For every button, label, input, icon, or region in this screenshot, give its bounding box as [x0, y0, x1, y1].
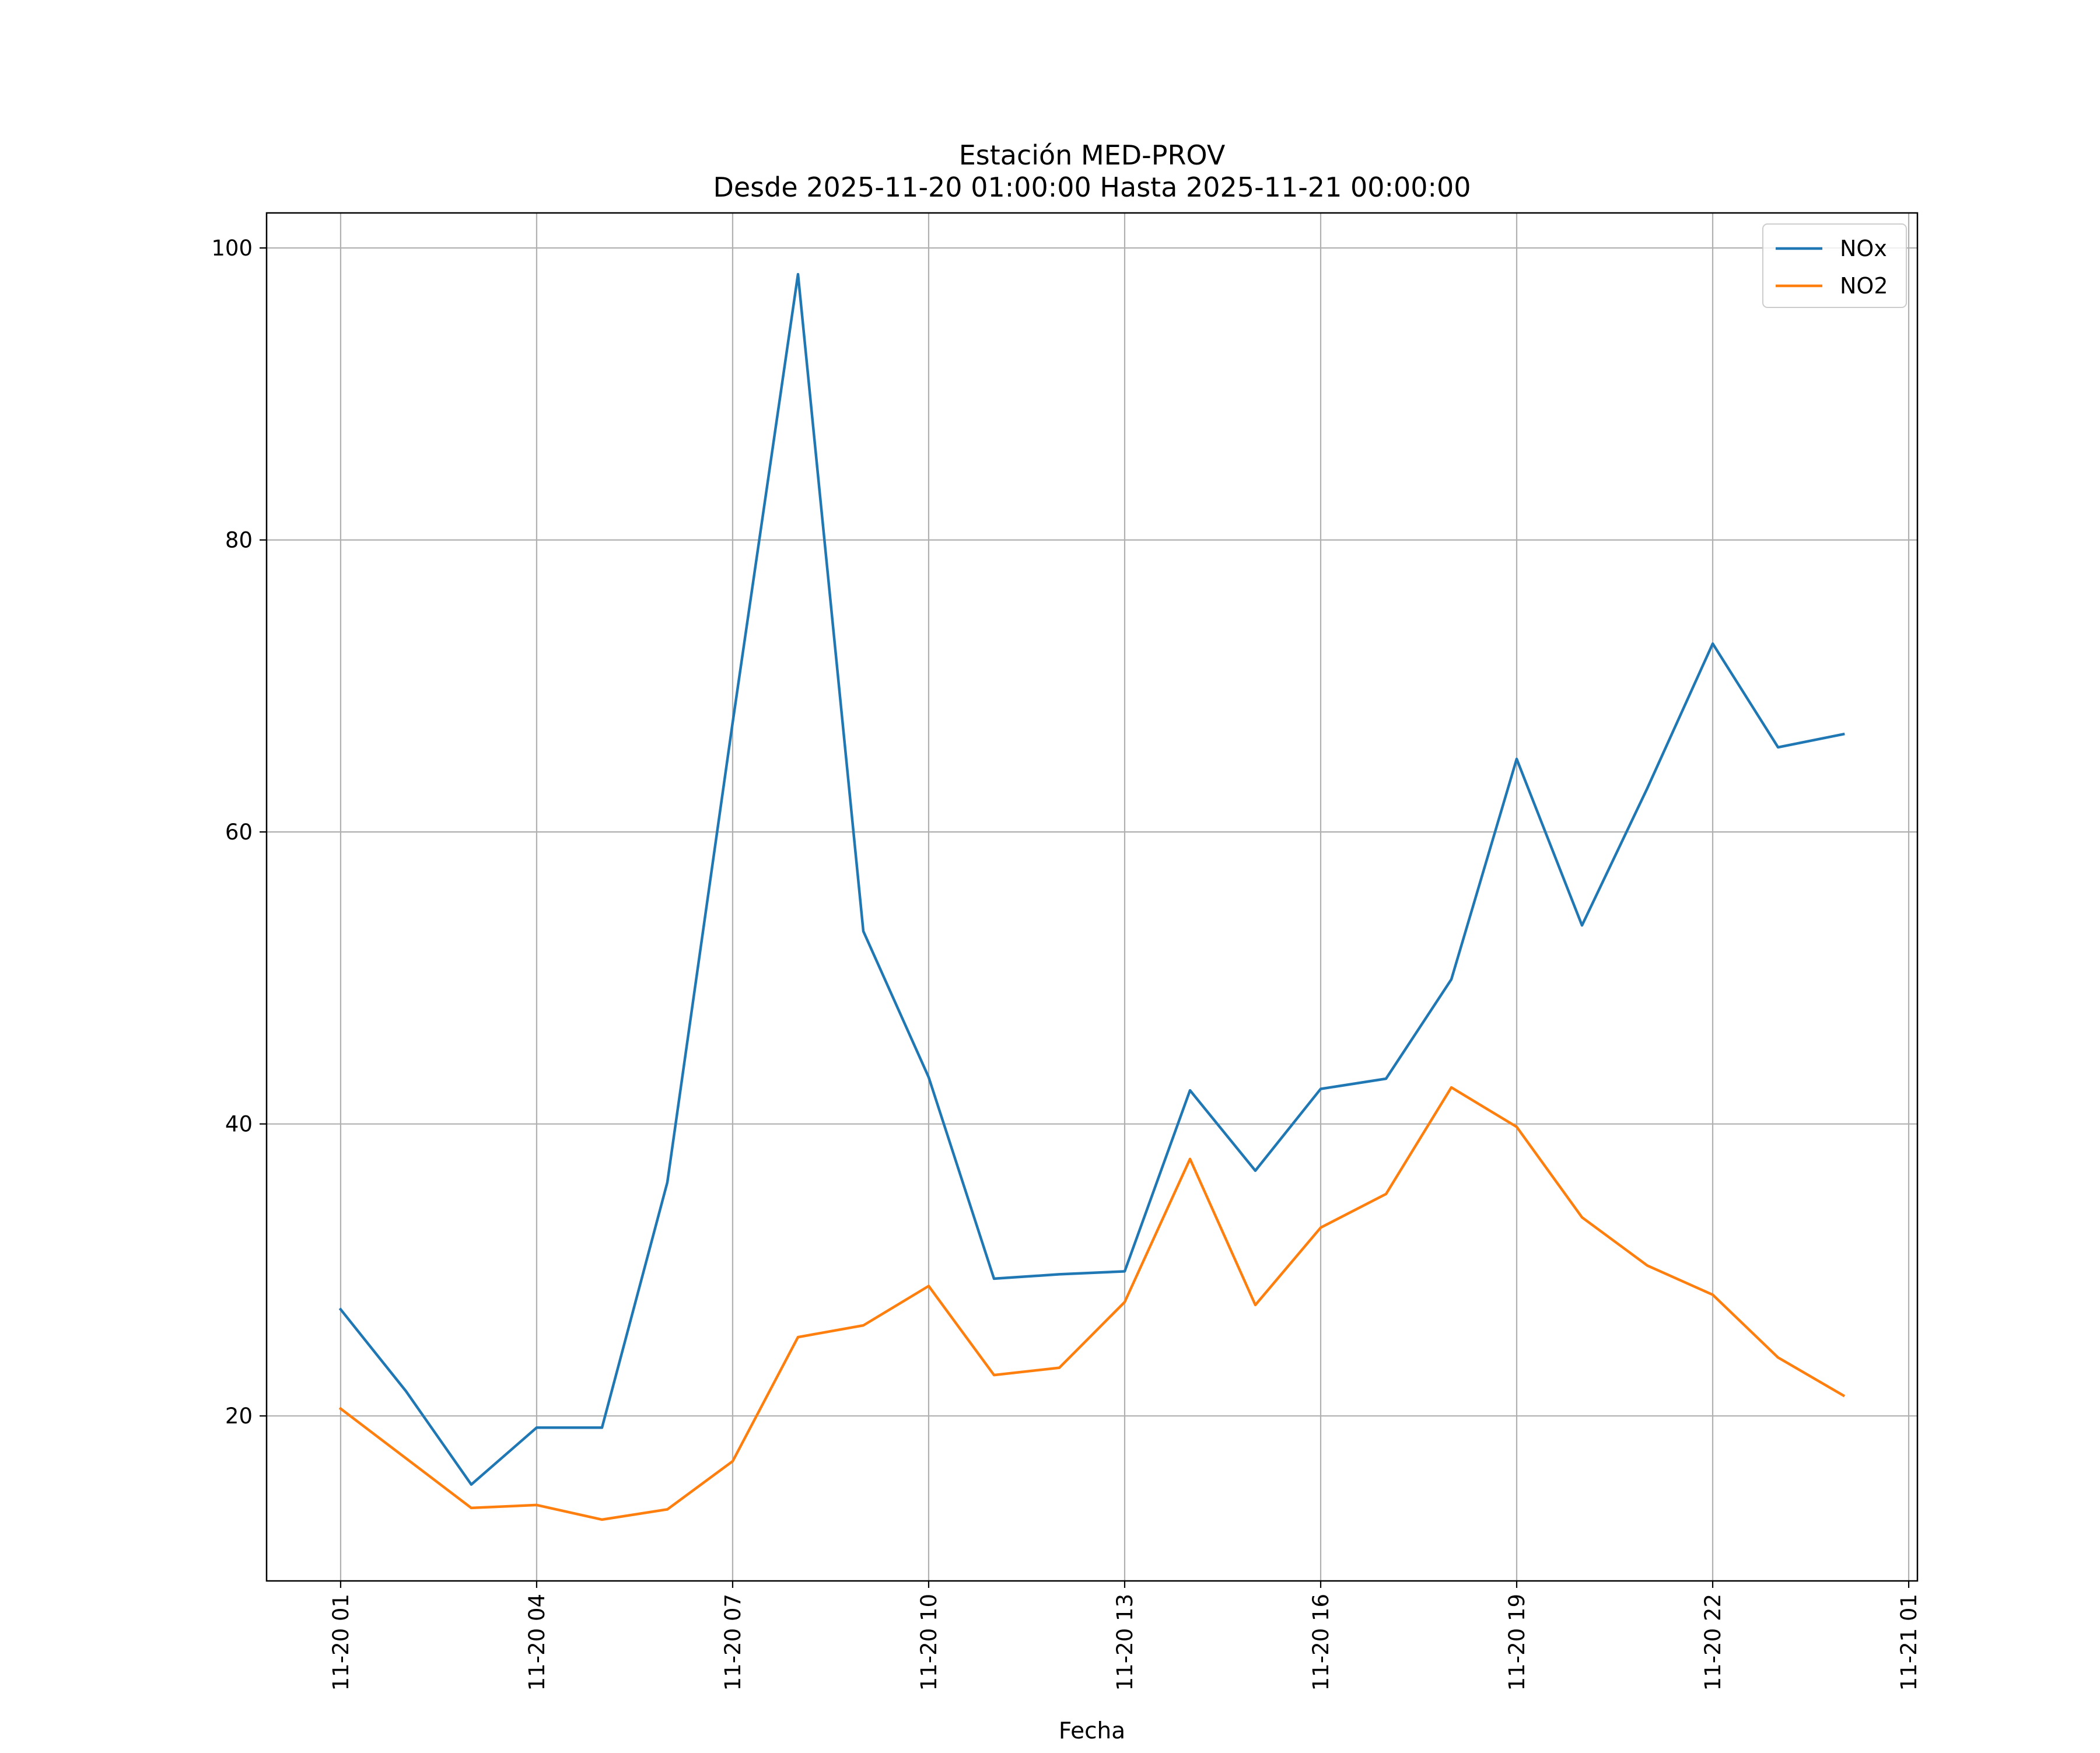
x-tick-label: 11-20 07	[720, 1594, 746, 1691]
legend-label-nox: NOx	[1840, 236, 1887, 261]
x-tick-label: 11-20 22	[1700, 1594, 1726, 1691]
grid	[267, 213, 1917, 1581]
series-line-nox	[338, 272, 1845, 1486]
series-line-no2	[338, 1086, 1846, 1521]
chart-title: Estación MED-PROV	[959, 139, 1226, 171]
plot-frame	[265, 212, 1919, 1582]
x-tick-label: 11-20 04	[524, 1594, 550, 1691]
x-tick-label: 11-20 16	[1308, 1594, 1334, 1691]
y-tick-label: 20	[225, 1404, 253, 1429]
y-axis: 20 40 60 80 100	[211, 236, 267, 1429]
x-tick-label: 11-21 01	[1896, 1594, 1922, 1691]
y-tick-label: 40	[225, 1112, 253, 1137]
legend: NOx NO2	[1762, 223, 1907, 308]
y-tick-label: 80	[225, 528, 253, 553]
series-lines	[338, 272, 1846, 1521]
x-tick-label: 11-20 10	[916, 1594, 942, 1691]
y-tick-label: 60	[225, 820, 253, 845]
legend-label-no2: NO2	[1840, 273, 1888, 299]
chart-subtitle: Desde 2025-11-20 01:00:00 Hasta 2025-11-…	[713, 172, 1471, 203]
x-axis: 11-20 01 11-20 04 11-20 07 11-20 10 11-20 13…	[328, 1581, 1922, 1691]
x-tick-label: 11-20 01	[328, 1594, 354, 1691]
x-tick-label: 11-20 13	[1112, 1594, 1138, 1691]
x-tick-label: 11-20 19	[1504, 1594, 1530, 1691]
x-axis-label: Fecha	[1059, 1718, 1125, 1744]
y-tick-label: 100	[211, 236, 253, 261]
